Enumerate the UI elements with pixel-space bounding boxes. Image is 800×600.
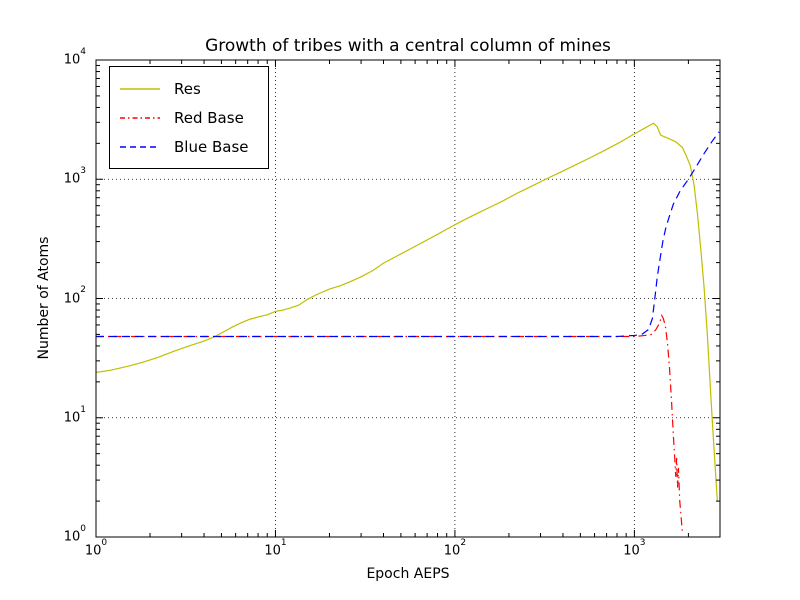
legend-line-sample-res <box>120 87 160 90</box>
x-axis-label: Epoch AEPS <box>366 566 450 582</box>
y-tick-label: 104 <box>63 46 86 68</box>
y-tick-label: 102 <box>63 285 86 306</box>
legend-line-sample-blue-base <box>120 145 160 148</box>
legend-item-blue-base: Blue Base <box>118 132 260 161</box>
x-tick-label: 101 <box>264 537 287 559</box>
legend-item-res: Res <box>118 74 260 103</box>
series-lines <box>96 122 720 533</box>
grid-lines <box>96 60 720 537</box>
legend: Res Red Base Blue Base <box>109 66 269 169</box>
y-tick-label: 101 <box>63 404 86 426</box>
axis-ticks <box>95 59 721 538</box>
y-tick-label: 103 <box>63 166 86 187</box>
x-tick-label: 102 <box>443 537 467 559</box>
series-line-blue-base <box>96 131 720 338</box>
legend-item-red-base: Red Base <box>118 103 260 132</box>
legend-label-res: Res <box>174 79 201 98</box>
y-tick-label: 100 <box>63 523 86 545</box>
chart-title: Growth of tribes with a central column o… <box>205 36 611 56</box>
series-line-red-base <box>96 313 683 533</box>
legend-line-sample-red-base <box>120 116 160 119</box>
x-tick-label: 100 <box>84 537 108 559</box>
x-tick-label: 103 <box>623 537 646 559</box>
series-line-res <box>96 122 718 502</box>
legend-label-red-base: Red Base <box>174 108 244 127</box>
legend-label-blue-base: Blue Base <box>174 137 249 156</box>
